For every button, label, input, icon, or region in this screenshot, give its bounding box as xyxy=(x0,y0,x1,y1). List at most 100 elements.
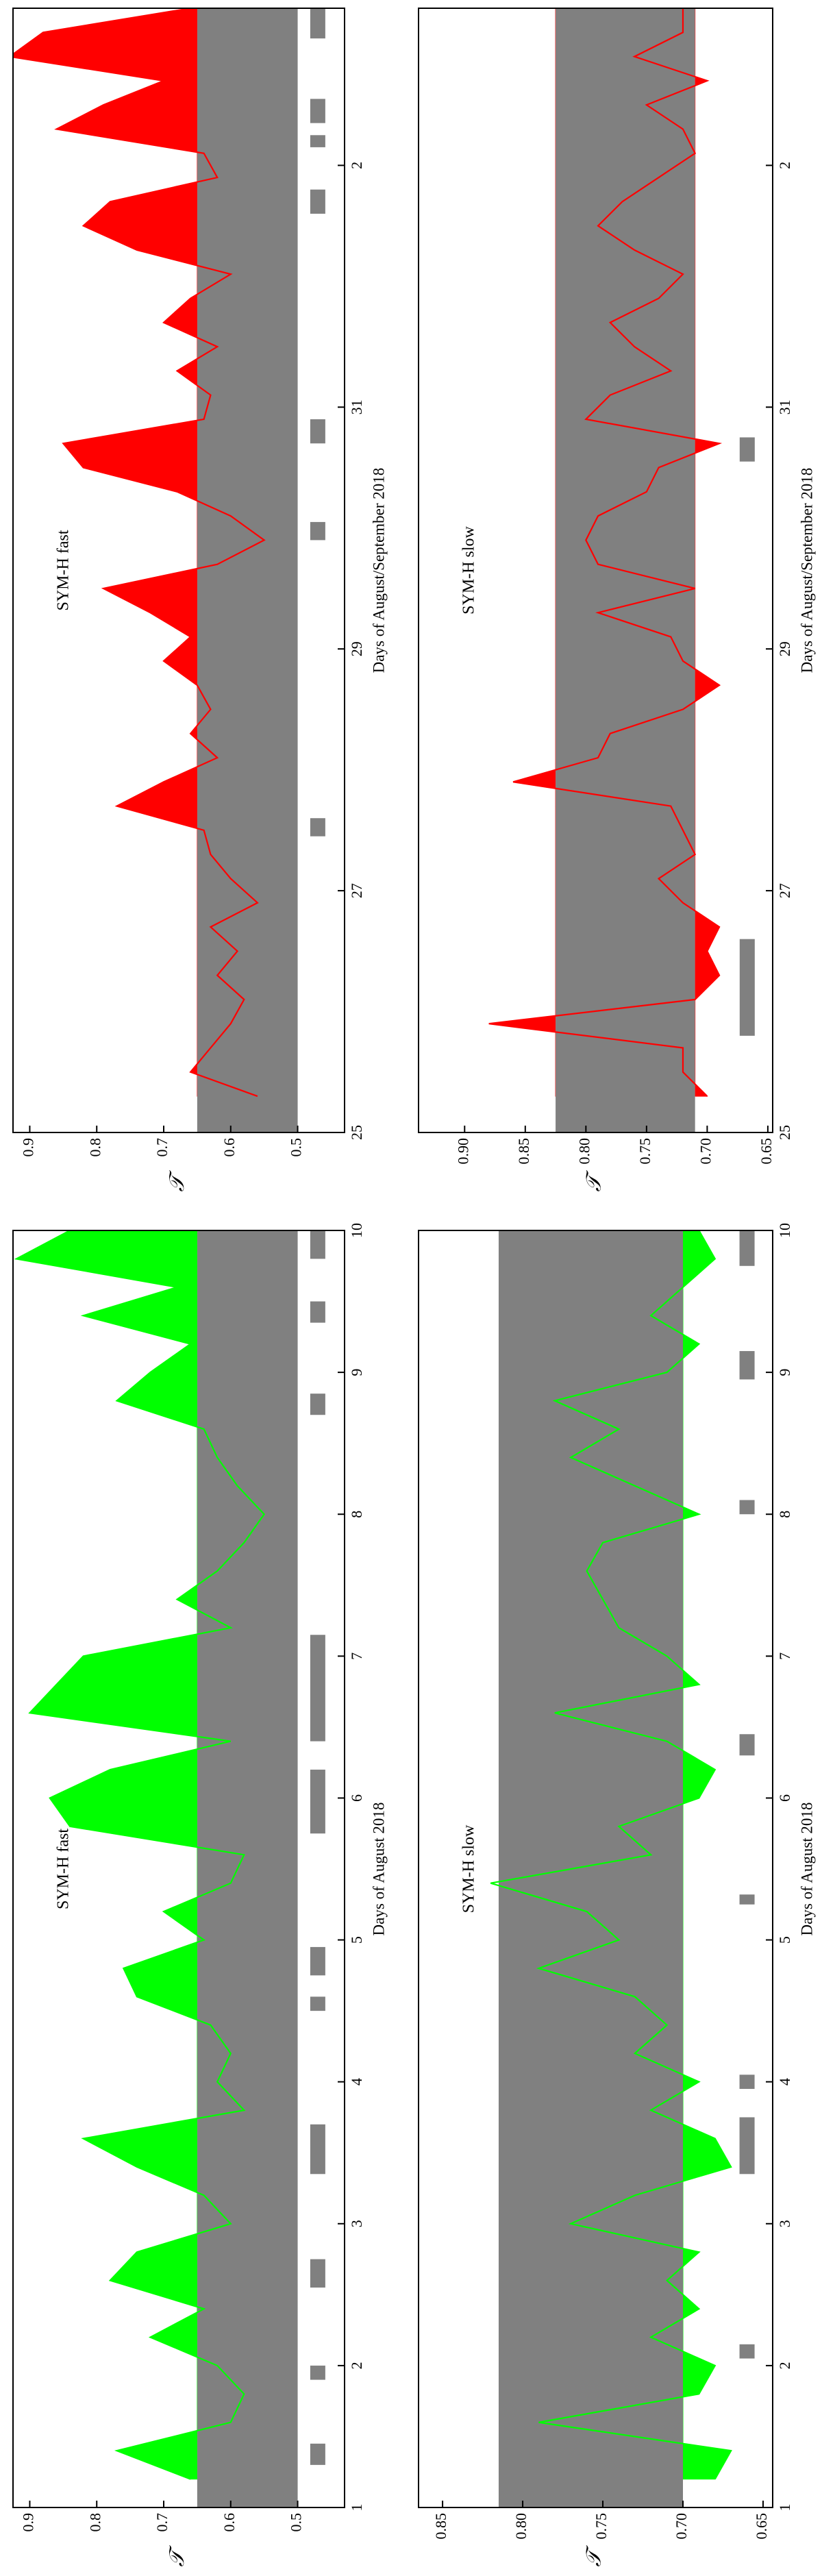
x-tick-label: 4 xyxy=(776,2078,793,2085)
event-bar xyxy=(310,135,325,147)
plot-frame xyxy=(418,8,773,1133)
x-tick-label: 4 xyxy=(348,2078,365,2085)
x-tick-label: 25 xyxy=(348,1125,365,1140)
x-tick-label: 27 xyxy=(348,883,365,898)
x-tick-label: 2 xyxy=(776,162,793,169)
y-tick-label: 0.85 xyxy=(515,1138,532,1165)
plot-frame xyxy=(12,8,345,1133)
threshold-band xyxy=(197,1230,298,2507)
y-tick-label: 0.80 xyxy=(512,2513,530,2540)
y-tick-label: 0.8 xyxy=(86,1138,103,1157)
y-tick-label: 0.9 xyxy=(19,1138,36,1157)
x-tick-label: 2 xyxy=(776,2362,793,2369)
panel: 1 2 3 4 5 6 7 8 9 10 0.65 0.70 0.75 0.80 0.85 SYM-H slo… xyxy=(418,1223,815,2566)
event-bar xyxy=(310,2443,325,2465)
plot-frame xyxy=(12,1230,345,2508)
event-bar xyxy=(739,939,755,1036)
panel-title: SYM-H fast xyxy=(55,530,73,610)
x-tick-label: 8 xyxy=(776,1511,793,1518)
panel: 25 27 29 31 2 0.5 0.6 0.7 0.8 0.9 SYM-H fast Days o… xyxy=(12,8,387,1191)
event-bar xyxy=(310,1230,325,1259)
x-tick-label: 27 xyxy=(776,883,793,898)
x-tick-label: 9 xyxy=(776,1369,793,1376)
x-tick-label: 10 xyxy=(348,1223,365,1238)
y-tick-label: 0.5 xyxy=(288,1138,305,1157)
x-tick-label: 25 xyxy=(776,1125,793,1140)
y-tick-label: 0.80 xyxy=(575,1138,593,1165)
y-tick-label: 0.90 xyxy=(454,1138,471,1165)
y-axis-label: 𝒯 xyxy=(166,1169,188,1191)
data-line xyxy=(14,1230,266,2480)
data-line xyxy=(488,8,723,1097)
panel-title: SYM-H slow xyxy=(460,1824,478,1913)
event-bar xyxy=(739,437,755,462)
x-tick-label: 3 xyxy=(348,2220,365,2227)
panel: 25 27 29 31 2 0.65 0.70 0.75 0.80 0.85 0.90 SYM-H s… xyxy=(418,8,815,1191)
x-axis-label: Days of August 2018 xyxy=(370,1803,387,1936)
y-axis-label: 𝒯 xyxy=(582,1169,605,1191)
x-tick-label: 7 xyxy=(776,1652,793,1660)
event-bar xyxy=(310,521,325,541)
panel-title: SYM-H slow xyxy=(460,525,478,614)
event-bar xyxy=(739,2344,755,2359)
event-bar xyxy=(310,2259,325,2288)
y-tick-label: 0.8 xyxy=(86,2513,103,2532)
event-bar xyxy=(310,189,325,214)
y-tick-label: 0.65 xyxy=(758,1138,775,1165)
event-bar xyxy=(310,1301,325,1323)
event-bar xyxy=(310,1770,325,1834)
panel: 1 2 3 4 5 6 7 8 9 10 0.5 0.6 0.7 0.8 0.9 SYM-H fast Days… xyxy=(12,1223,387,2566)
y-tick-label: 0.7 xyxy=(153,1138,171,1157)
threshold-band xyxy=(197,8,298,1132)
x-tick-label: 3 xyxy=(776,2220,793,2227)
data-line xyxy=(13,8,266,1098)
y-tick-label: 0.75 xyxy=(593,2513,610,2540)
x-tick-label: 8 xyxy=(348,1511,365,1518)
x-tick-label: 5 xyxy=(776,1936,793,1944)
threshold-band xyxy=(498,1230,683,2507)
event-bar xyxy=(739,1351,755,1380)
event-bar xyxy=(310,99,325,123)
y-tick-label: 0.6 xyxy=(221,2513,238,2532)
y-tick-label: 0.6 xyxy=(221,1138,238,1157)
y-axis-label: 𝒯 xyxy=(582,2544,605,2566)
event-bar xyxy=(310,419,325,444)
event-bar xyxy=(310,2365,325,2380)
event-bar xyxy=(310,1635,325,1742)
x-tick-label: 29 xyxy=(776,641,793,656)
x-tick-label: 7 xyxy=(348,1652,365,1660)
plot-frame xyxy=(418,1230,773,2508)
x-axis-label: Days of August/September 2018 xyxy=(798,468,815,673)
x-tick-label: 5 xyxy=(348,1936,365,1944)
x-tick-label: 10 xyxy=(776,1223,793,1238)
y-tick-label: 0.75 xyxy=(636,1138,653,1165)
x-axis-label: Days of August 2018 xyxy=(798,1803,815,1936)
x-tick-label: 1 xyxy=(776,2504,793,2512)
event-bar xyxy=(739,2075,755,2090)
event-bar xyxy=(310,2124,325,2175)
event-bar xyxy=(739,2117,755,2175)
event-bar xyxy=(739,1734,755,1756)
x-tick-label: 2 xyxy=(348,162,365,169)
event-bar xyxy=(310,1996,325,2011)
x-tick-label: 6 xyxy=(348,1794,365,1802)
x-axis-label: Days of August/September 2018 xyxy=(370,468,387,673)
rotated-figure: 1 2 3 4 5 6 7 8 9 10 0.5 0.6 0.7 0.8 0.9 SYM-H fast Days… xyxy=(12,8,815,2566)
x-tick-label: 2 xyxy=(348,2362,365,2369)
event-bar xyxy=(739,1894,755,1905)
x-tick-label: 9 xyxy=(348,1369,365,1376)
data-line xyxy=(490,1230,732,2480)
panel-title: SYM-H fast xyxy=(55,1829,73,1909)
event-bar xyxy=(310,1394,325,1415)
y-tick-label: 0.5 xyxy=(288,2513,305,2532)
y-tick-label: 0.65 xyxy=(753,2513,770,2540)
y-tick-label: 0.70 xyxy=(673,2513,690,2540)
x-tick-label: 29 xyxy=(348,641,365,656)
y-tick-label: 0.70 xyxy=(697,1138,714,1165)
event-bar xyxy=(310,818,325,837)
event-bar xyxy=(310,1946,325,1976)
x-tick-label: 1 xyxy=(348,2504,365,2512)
x-tick-label: 6 xyxy=(776,1794,793,1802)
